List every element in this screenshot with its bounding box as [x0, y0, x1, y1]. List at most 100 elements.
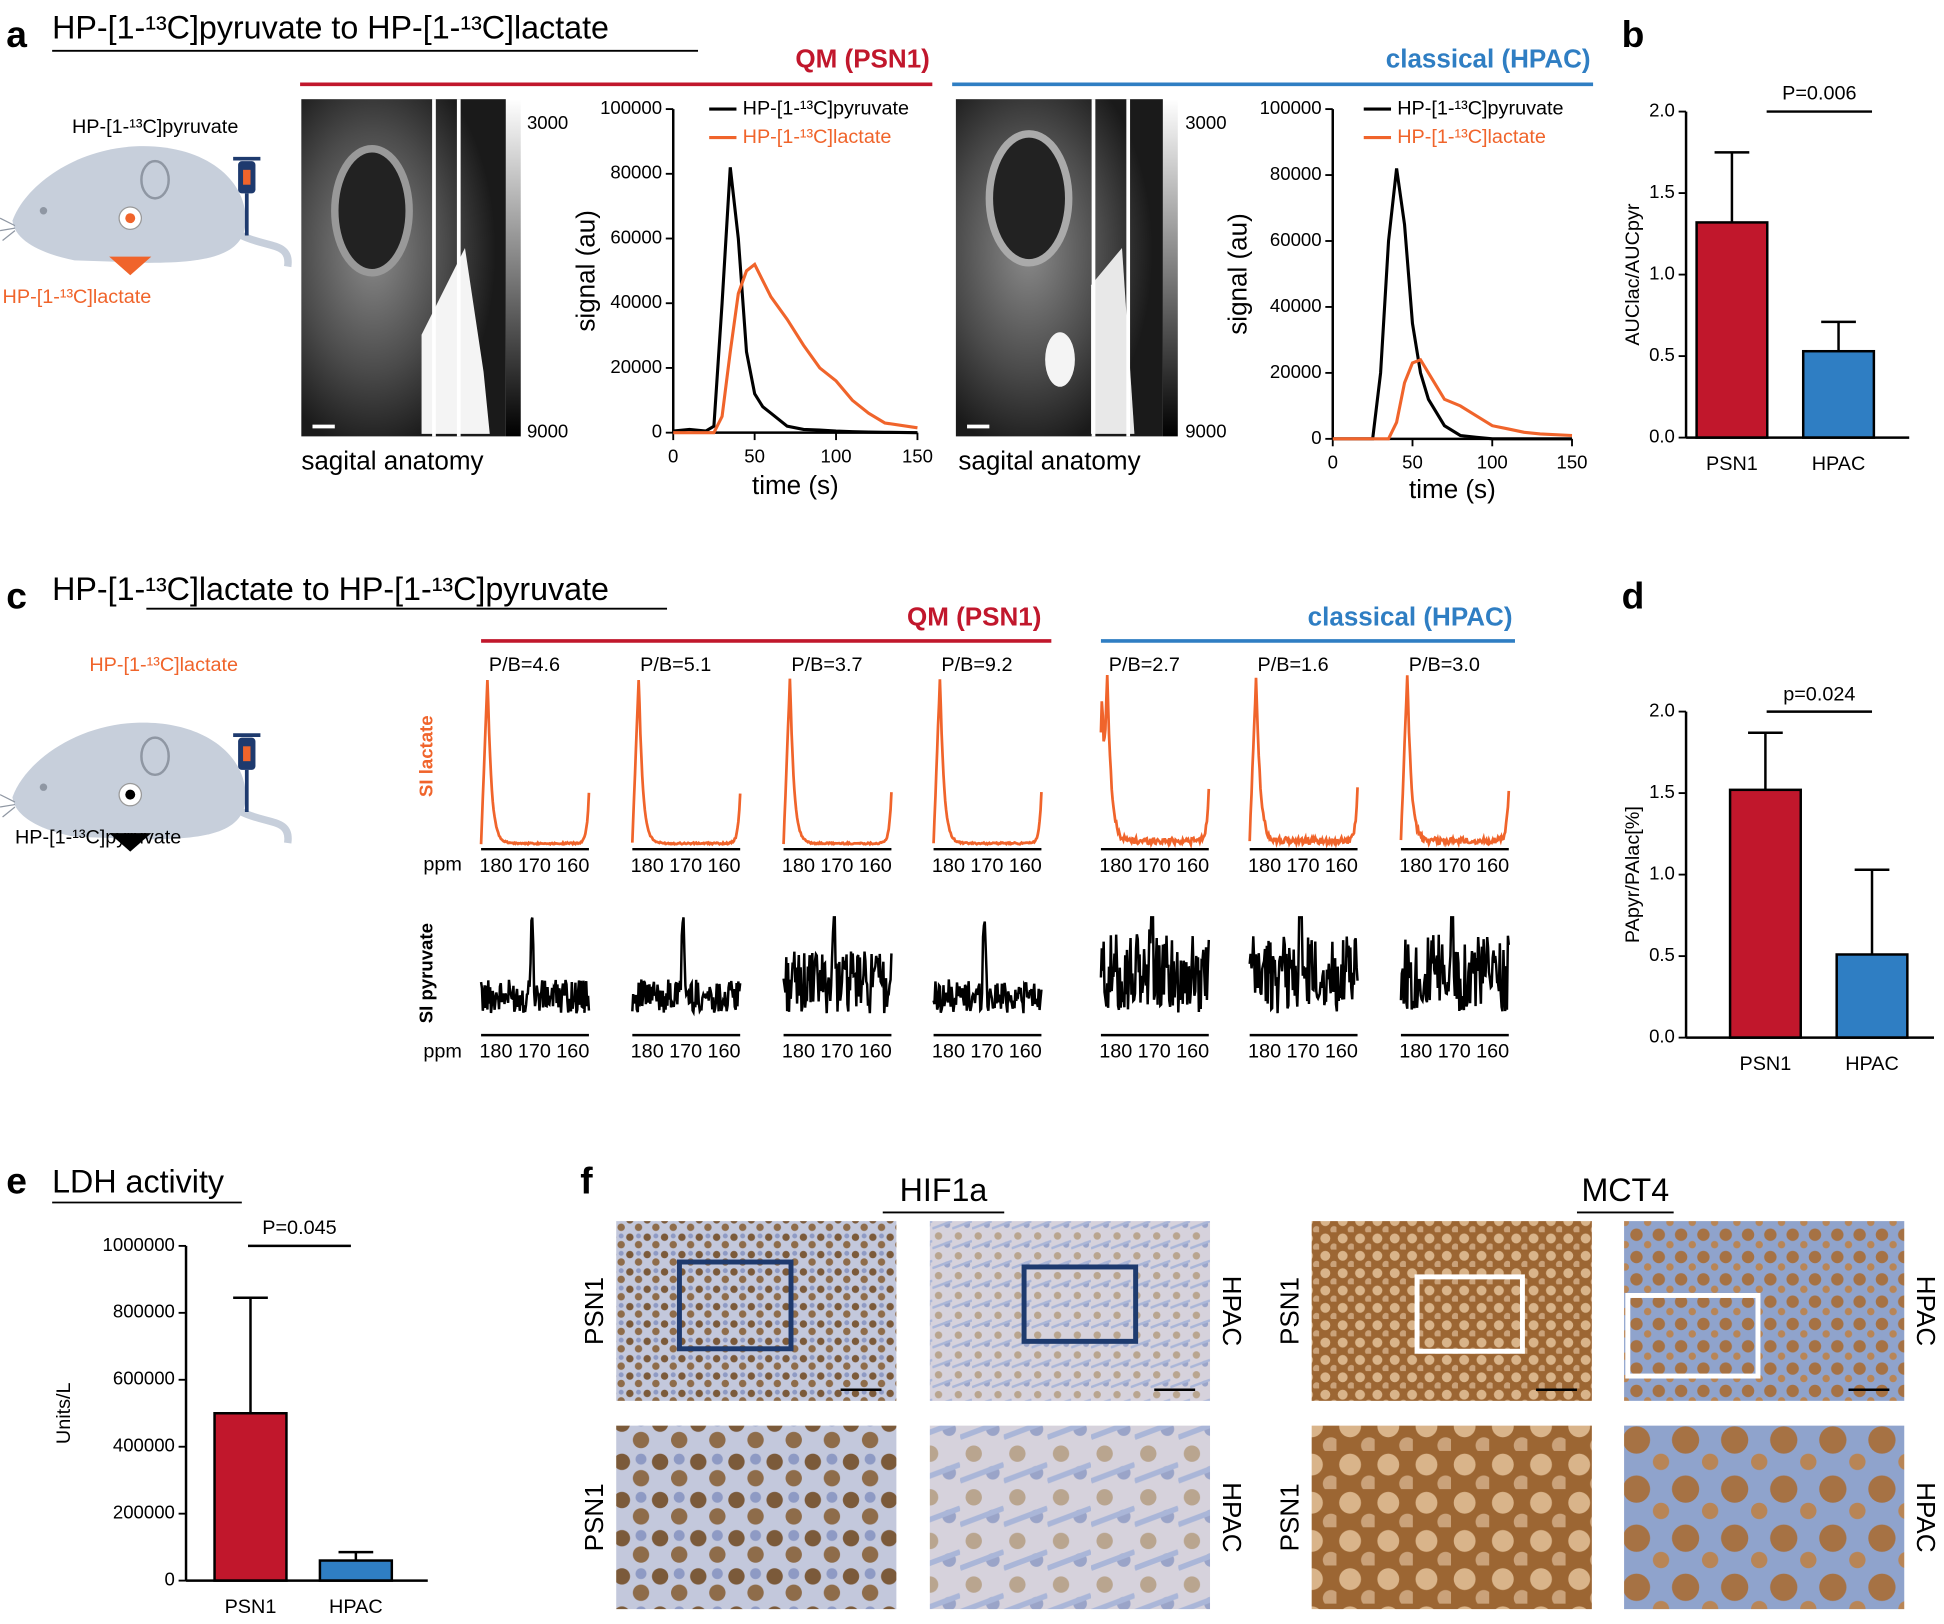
y-tick-label: 0.5	[1649, 344, 1675, 365]
ppm-label: ppm	[423, 1041, 462, 1063]
y-tick-label: 1.0	[1649, 863, 1675, 884]
ihc-image	[1311, 1221, 1592, 1401]
sample-label: PSN1	[1275, 1277, 1305, 1345]
ihc-image	[929, 1425, 1211, 1610]
legend-label: HP-[1-¹³C]pyruvate	[1397, 97, 1563, 119]
spectrum-trace	[932, 679, 1043, 847]
y-tick-label: 800000	[113, 1301, 175, 1322]
spectrum-trace	[630, 680, 742, 847]
mri-image	[955, 99, 1178, 437]
ppm-tick-label: 180	[782, 855, 815, 877]
x-tick-label: 150	[902, 445, 933, 466]
ppm-tick-label: 170	[518, 855, 551, 877]
bar	[318, 1559, 394, 1582]
group-header: QM (PSN1)	[907, 601, 1041, 631]
significance-label: P=0.006	[1782, 82, 1856, 104]
y-axis-label: signal (au)	[571, 210, 601, 331]
ppm-tick-label: 180	[631, 1041, 664, 1063]
y-tick-label: 0.0	[1649, 1026, 1675, 1047]
spectrum-trace	[1248, 916, 1359, 1014]
ppm-tick-label: 170	[518, 1041, 551, 1063]
bar	[1835, 953, 1909, 1039]
ppm-tick-label: 180	[1099, 1041, 1132, 1063]
panel-label: e	[6, 1160, 27, 1202]
spectrum-trace	[631, 917, 742, 1017]
y-tick-label: 100000	[1260, 97, 1322, 118]
y-axis-label: Units/L	[53, 1382, 75, 1444]
spectrum-trace	[1399, 916, 1511, 1012]
legend-label: HP-[1-¹³C]lactate	[1397, 126, 1546, 148]
panel-label: d	[1622, 575, 1645, 617]
zoom-box	[1414, 1274, 1525, 1354]
bar	[1728, 788, 1802, 1039]
ihc-image	[1624, 1425, 1905, 1610]
ppm-tick-label: 160	[556, 1041, 589, 1063]
ppm-tick-label: 160	[1176, 1041, 1209, 1063]
ihc-image	[929, 1221, 1211, 1401]
data-line	[673, 262, 918, 435]
mouse-illustration	[0, 722, 292, 852]
y-tick-label: 20000	[610, 356, 662, 377]
ppm-tick-label: 170	[1138, 855, 1171, 877]
x-tick-label: 50	[744, 445, 765, 466]
mouse-label: HP-[1-¹³C]pyruvate	[15, 826, 181, 848]
ppm-tick-label: 180	[1248, 1041, 1281, 1063]
ppm-tick-label: 160	[1325, 1041, 1358, 1063]
data-line	[673, 167, 918, 435]
image-caption: sagital anatomy	[301, 445, 483, 475]
y-axis-label: signal (au)	[1223, 213, 1253, 334]
data-line	[1332, 168, 1573, 441]
ppm-tick-label: 160	[708, 1041, 741, 1063]
x-tick-label: PSN1	[1706, 453, 1758, 475]
legend-label: HP-[1-¹³C]pyruvate	[743, 97, 909, 119]
x-tick-label: HPAC	[1845, 1053, 1899, 1075]
x-tick-label: 0	[668, 445, 678, 466]
x-axis-label: time (s)	[1409, 474, 1496, 504]
x-tick-label: 50	[1402, 452, 1423, 473]
y-tick-label: 100000	[600, 97, 662, 118]
spectrum-trace	[1099, 674, 1211, 850]
ppm-tick-label: 180	[631, 855, 664, 877]
spectrum-trace	[932, 921, 1043, 1014]
chart-header: QM (PSN1)	[795, 44, 929, 74]
ppm-tick-label: 160	[556, 855, 589, 877]
zoom-box	[1625, 1293, 1761, 1379]
x-tick-label: HPAC	[329, 1596, 383, 1618]
ppm-tick-label: 180	[1399, 855, 1432, 877]
ppm-tick-label: 170	[1286, 855, 1319, 877]
pb-ratio: P/B=3.0	[1409, 654, 1480, 676]
ppm-tick-label: 160	[1176, 855, 1209, 877]
ppm-tick-label: 170	[820, 855, 853, 877]
spectrum-trace	[1099, 916, 1211, 1013]
panel-label: c	[6, 575, 27, 617]
panel-title: LDH activity	[52, 1163, 225, 1199]
x-tick-label: PSN1	[1739, 1053, 1791, 1075]
mri-image	[301, 99, 521, 437]
data-line	[1332, 357, 1573, 441]
mouse-label: HP-[1-¹³C]pyruvate	[72, 116, 238, 138]
y-tick-label: 2.0	[1649, 99, 1675, 120]
ppm-tick-label: 160	[1476, 1041, 1509, 1063]
panel-label: a	[6, 13, 27, 55]
significance-label: P=0.045	[262, 1217, 336, 1239]
sample-label: PSN1	[579, 1483, 609, 1551]
y-tick-label: 60000	[1270, 229, 1322, 250]
panel-title: HP-[1-¹³C]lactate to HP-[1-¹³C]pyruvate	[52, 571, 609, 607]
spectrum-trace	[1248, 677, 1359, 849]
zoom-box	[1021, 1264, 1139, 1344]
ppm-tick-label: 170	[669, 1041, 702, 1063]
row-label: SI lactate	[416, 715, 437, 797]
y-tick-label: 600000	[113, 1368, 175, 1389]
ppm-tick-label: 180	[1248, 855, 1281, 877]
colorbar-label: 9000	[527, 421, 568, 442]
y-tick-label: 80000	[610, 162, 662, 183]
pb-ratio: P/B=9.2	[941, 654, 1012, 676]
ihc-image	[616, 1425, 897, 1610]
ppm-tick-label: 160	[1009, 855, 1042, 877]
ppm-label: ppm	[423, 854, 462, 876]
y-axis-label: AUClac/AUCpyr	[1622, 203, 1644, 346]
ihc-image	[1624, 1221, 1905, 1401]
mouse-label: HP-[1-¹³C]lactate	[3, 286, 152, 308]
sample-label: HPAC	[1911, 1482, 1941, 1552]
